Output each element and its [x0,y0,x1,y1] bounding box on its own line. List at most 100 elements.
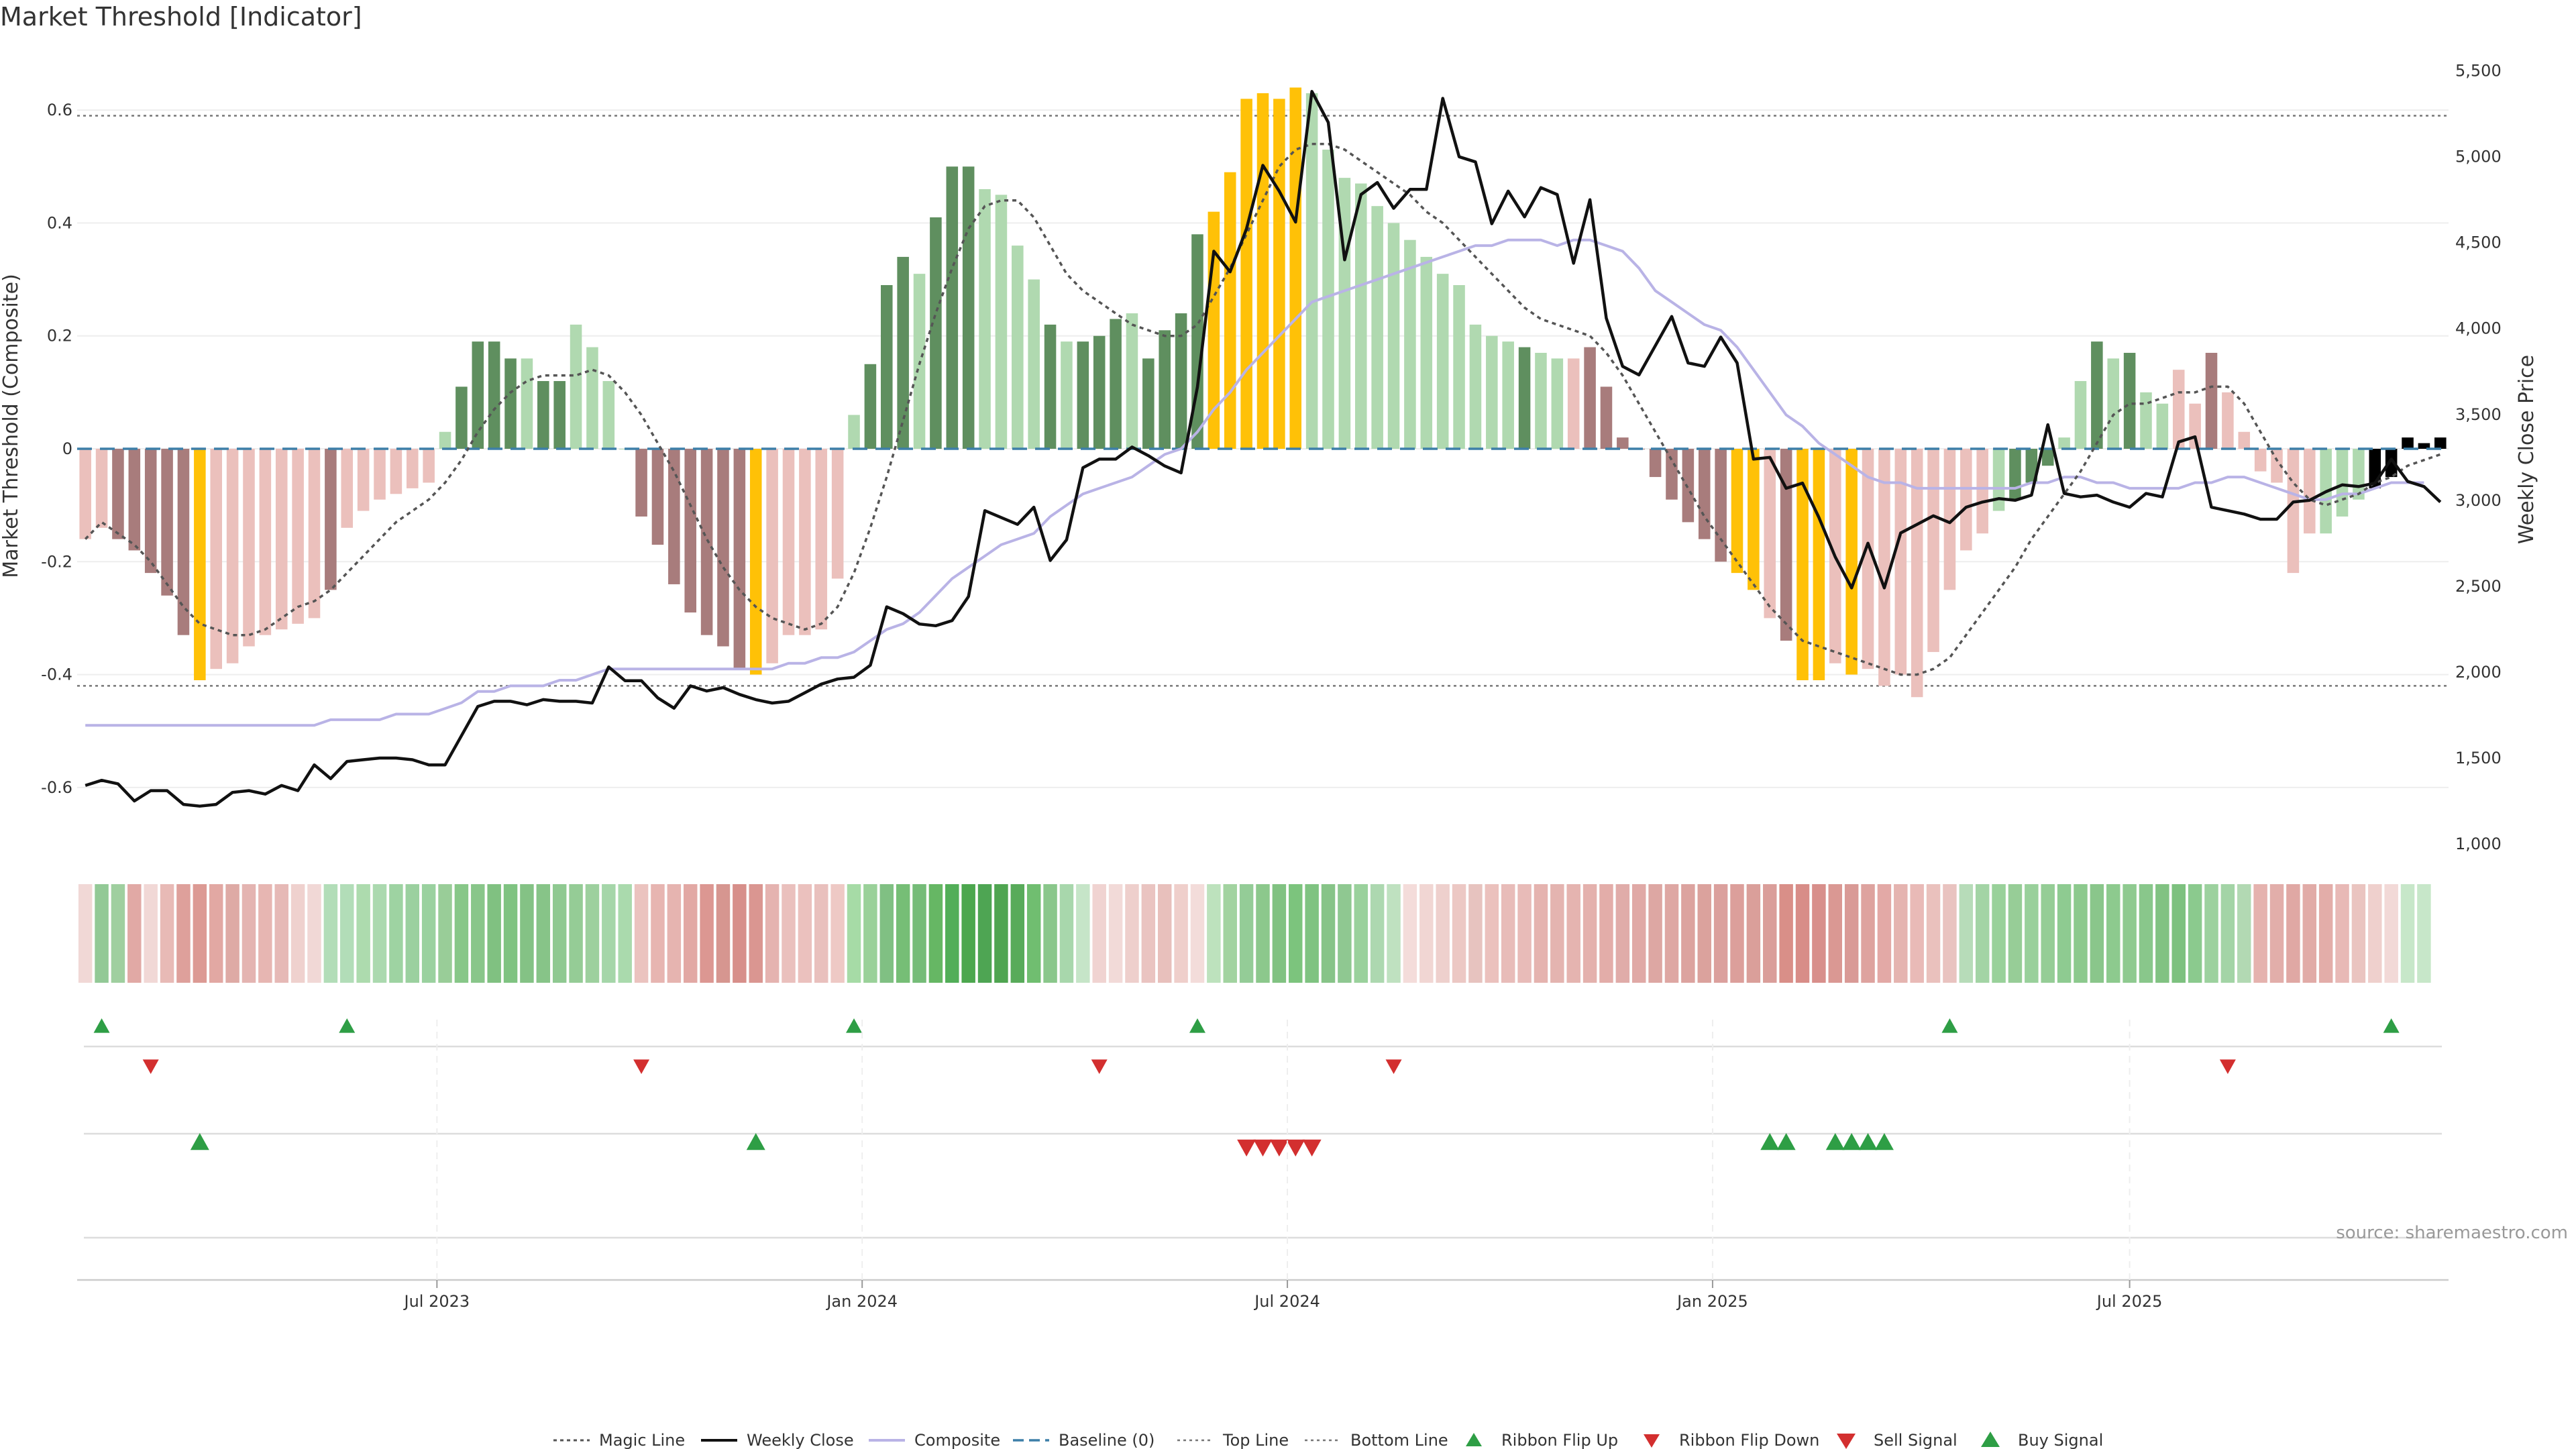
ribbon-cell [1419,884,1434,983]
composite-bar [341,449,354,528]
ribbon-flip-up-marker [93,1018,110,1033]
ribbon-cell [830,884,845,983]
composite-bar [1142,358,1155,449]
composite-bar [1567,358,1580,449]
composite-bar [1012,246,1024,449]
y2-tick-label: 1,000 [2455,835,2502,853]
composite-bar [2238,431,2251,449]
ribbon-cell [1943,884,1957,983]
ribbon-cell [1272,884,1287,983]
ribbon-cell [144,884,158,983]
legend-item-buy: Buy Signal [1981,1431,2103,1449]
ribbon-cell [111,884,125,983]
composite-bar [733,449,746,669]
legend-label: Composite [914,1431,1000,1449]
composite-bar [2058,437,2070,449]
composite-bar [717,449,729,647]
composite-bar [1813,449,1825,680]
ribbon-flip-up-marker [339,1018,356,1033]
composite-bar [1796,449,1809,680]
legend-label: Weekly Close [747,1431,854,1449]
composite-bar [1731,449,1743,574]
composite-bar [2172,370,2185,449]
composite-bar [1764,449,1776,619]
composite-bar [766,449,778,663]
ribbon-cell [1779,884,1793,983]
ribbon-cell [1844,884,1859,983]
composite-bar [144,449,157,574]
composite-bar [308,449,321,619]
ribbon-cell [2074,884,2088,983]
composite-bar [1453,284,1465,449]
y-tick-label: 0.4 [47,213,72,232]
ribbon-cell [536,884,551,983]
x-axis: Jul 2023 Jan 2024 Jul 2024 Jan 2025 Jul 2025 [77,1020,2449,1311]
ribbon-cell [421,884,436,983]
ribbon-cell [683,884,698,983]
ribbon-cell [2204,884,2218,983]
y2-tick-label: 5,000 [2455,148,2502,166]
composite-bar [2303,449,2316,534]
composite-bar [194,449,206,680]
ribbon-cell [2041,884,2055,983]
ribbon-cell [1582,884,1597,983]
ribbon-cell [1566,884,1580,983]
composite-bar [2336,449,2349,517]
ribbon-cell [1207,884,1221,983]
legend-swatch [1981,1432,2000,1447]
composite-bar [1780,449,1792,641]
composite-bar [635,449,647,517]
ribbon-cell [1615,884,1630,983]
ribbon-cell [1436,884,1450,983]
ribbon-cell [765,884,780,983]
composite-bar [1551,358,1564,449]
composite-bar [1354,183,1367,449]
composite-bar [390,449,402,494]
ribbon-cell [569,884,583,983]
legend-swatch [1644,1434,1660,1448]
ribbon-cell [1894,884,1908,983]
y-tick-label: 0.2 [47,327,72,345]
composite-bar [1584,347,1596,449]
composite-bar [210,449,223,669]
ribbon-cell [307,884,321,983]
legend-swatch [1466,1433,1482,1446]
x-tick-label: Jul 2025 [2096,1292,2163,1311]
ribbon-cell [1812,884,1826,983]
series-lines [77,90,2449,808]
composite-bar [112,449,124,539]
ribbon-cell [78,884,93,983]
composite-bar [1110,319,1122,449]
ribbon-cell [1370,884,1385,983]
ribbon-cell [552,884,567,983]
ribbon-cell [1468,884,1483,983]
signal-rows [84,1018,2442,1239]
composite-bar [864,364,877,449]
y2-tick-label: 4,000 [2455,319,2502,338]
ribbon-cell [651,884,665,983]
ribbon-cell [879,884,894,983]
composite-bar [2091,341,2103,449]
ribbon-flip-down-marker [2219,1059,2236,1074]
composite-bar [1600,386,1613,449]
ribbon-cell [95,884,109,983]
ribbon-cell [994,884,1008,983]
buy-signal-marker [1825,1133,1845,1150]
ribbon-cell [1108,884,1123,983]
composite-bar [1943,449,1956,590]
ribbon-cell [160,884,174,983]
ribbon-cell [1910,884,1924,983]
composite-bar [128,449,141,551]
buy-signal-marker [190,1133,209,1150]
legend-label: Top Line [1222,1431,1289,1449]
legend-item-bottom: Bottom Line [1305,1431,1448,1449]
composite-bar [292,449,304,624]
ribbon-cell [585,884,600,983]
ribbon-cell [2384,884,2398,983]
composite-bar [1992,449,2005,511]
ribbon-cell [782,884,796,983]
y2-tick-label: 2,000 [2455,663,2502,682]
ribbon-cell [2237,884,2251,983]
ribbon-cell [1305,884,1319,983]
